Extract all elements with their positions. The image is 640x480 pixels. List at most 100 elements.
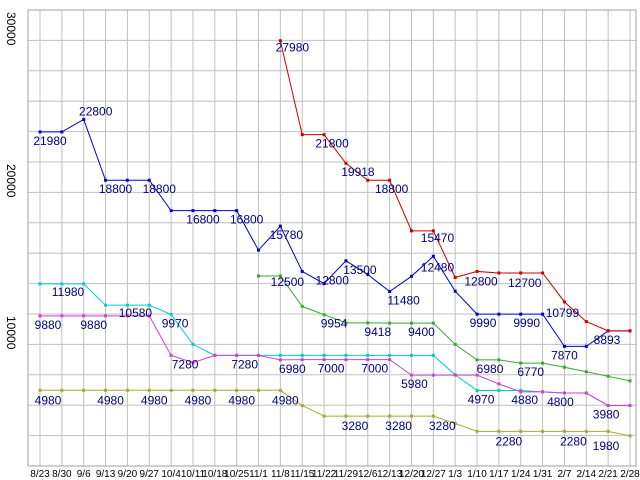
data-point-marker: [606, 329, 610, 333]
data-point-marker: [409, 229, 413, 233]
point-label: 21800: [315, 137, 349, 151]
data-point-marker: [125, 303, 129, 307]
data-point-marker: [628, 379, 632, 383]
data-point-marker: [409, 414, 413, 418]
point-label: 12800: [316, 273, 350, 287]
x-tick-label: 10/4: [161, 469, 181, 480]
data-point-marker: [562, 429, 566, 433]
data-point-marker: [497, 312, 501, 316]
y-tick-label: 30000: [4, 12, 18, 46]
data-point-marker: [278, 358, 282, 362]
data-point-marker: [344, 321, 348, 325]
data-point-marker: [278, 388, 282, 392]
point-label: 18800: [143, 182, 177, 196]
series-line: [40, 118, 630, 347]
data-point-marker: [147, 303, 151, 307]
point-label: 4980: [228, 393, 255, 407]
data-point-marker: [453, 276, 457, 280]
x-tick-label: 1/31: [533, 469, 553, 480]
data-point-marker: [38, 388, 42, 392]
data-point-marker: [388, 178, 392, 182]
series-magenta: [38, 314, 632, 408]
data-point-marker: [475, 388, 479, 392]
data-point-marker: [344, 161, 348, 165]
point-label: 12480: [421, 260, 455, 274]
data-point-marker: [366, 178, 370, 182]
x-tick-label: 1/10: [467, 469, 487, 480]
data-point-marker: [431, 254, 435, 258]
data-point-marker: [541, 429, 545, 433]
point-label: 13500: [343, 263, 377, 277]
data-point-marker: [606, 374, 610, 378]
point-label: 18800: [99, 182, 133, 196]
point-label: 9970: [162, 316, 189, 330]
x-tick-label: 11/8: [271, 469, 290, 480]
point-label: 2280: [496, 434, 523, 448]
data-point-marker: [60, 314, 64, 318]
point-label: 7000: [318, 362, 345, 376]
data-point-marker: [453, 373, 457, 377]
point-label: 9954: [321, 317, 348, 331]
data-point-marker: [431, 229, 435, 233]
data-point-marker: [541, 271, 545, 275]
data-point-marker: [191, 361, 195, 365]
data-point-marker: [519, 361, 523, 365]
series-line: [40, 389, 631, 437]
point-label: 3280: [342, 419, 369, 433]
data-point-marker: [453, 421, 457, 425]
point-label: 7280: [231, 357, 258, 371]
point-label: 1980: [593, 439, 620, 453]
data-point-marker: [628, 404, 632, 408]
point-label: 5980: [401, 377, 428, 391]
data-point-marker: [497, 271, 501, 275]
data-point-marker: [322, 414, 326, 418]
data-point-marker: [366, 414, 370, 418]
x-tick-label: 12/6: [358, 469, 378, 480]
y-tick-label: 20000: [4, 164, 18, 198]
x-tick-label: 11/15: [290, 469, 315, 480]
data-point-marker: [388, 414, 392, 418]
data-point-marker: [541, 390, 545, 394]
data-point-marker: [519, 390, 523, 394]
point-label: 10580: [119, 306, 153, 320]
data-point-marker: [344, 259, 348, 263]
data-point-marker: [344, 358, 348, 362]
point-label: 27980: [276, 41, 310, 55]
point-label: 10799: [546, 306, 580, 320]
data-point-marker: [278, 224, 282, 228]
y-tick-label: 10000: [4, 316, 18, 350]
data-point-marker: [366, 272, 370, 276]
data-point-marker: [497, 358, 501, 362]
data-point-marker: [409, 274, 413, 278]
data-point-marker: [584, 320, 588, 324]
data-point-marker: [257, 274, 261, 278]
point-label: 11980: [52, 285, 85, 299]
data-point-marker: [606, 404, 610, 408]
point-label: 21980: [33, 134, 67, 148]
point-label: 19918: [341, 165, 375, 179]
data-point-marker: [541, 312, 545, 316]
data-point-marker: [60, 282, 64, 286]
point-label: 4980: [35, 393, 62, 407]
data-point-marker: [497, 382, 501, 386]
data-point-marker: [147, 314, 151, 318]
x-tick-label: 9/20: [118, 469, 138, 480]
point-label: 3280: [385, 419, 412, 433]
x-tick-label: 11/22: [312, 469, 337, 480]
point-label: 4980: [141, 393, 168, 407]
data-point-marker: [169, 353, 173, 357]
data-point-marker: [82, 314, 86, 318]
data-point-marker: [300, 353, 304, 357]
data-point-marker: [278, 353, 282, 357]
point-label: 7870: [551, 348, 578, 362]
data-point-marker: [584, 344, 588, 348]
series-line: [40, 315, 630, 407]
data-point-marker: [562, 365, 566, 369]
x-tick-label: 9/27: [140, 469, 160, 480]
data-point-marker: [82, 117, 86, 121]
data-point-marker: [475, 358, 479, 362]
point-label: 4970: [468, 392, 495, 406]
data-point-marker: [213, 353, 217, 357]
data-point-marker: [125, 314, 129, 318]
data-point-marker: [147, 178, 151, 182]
